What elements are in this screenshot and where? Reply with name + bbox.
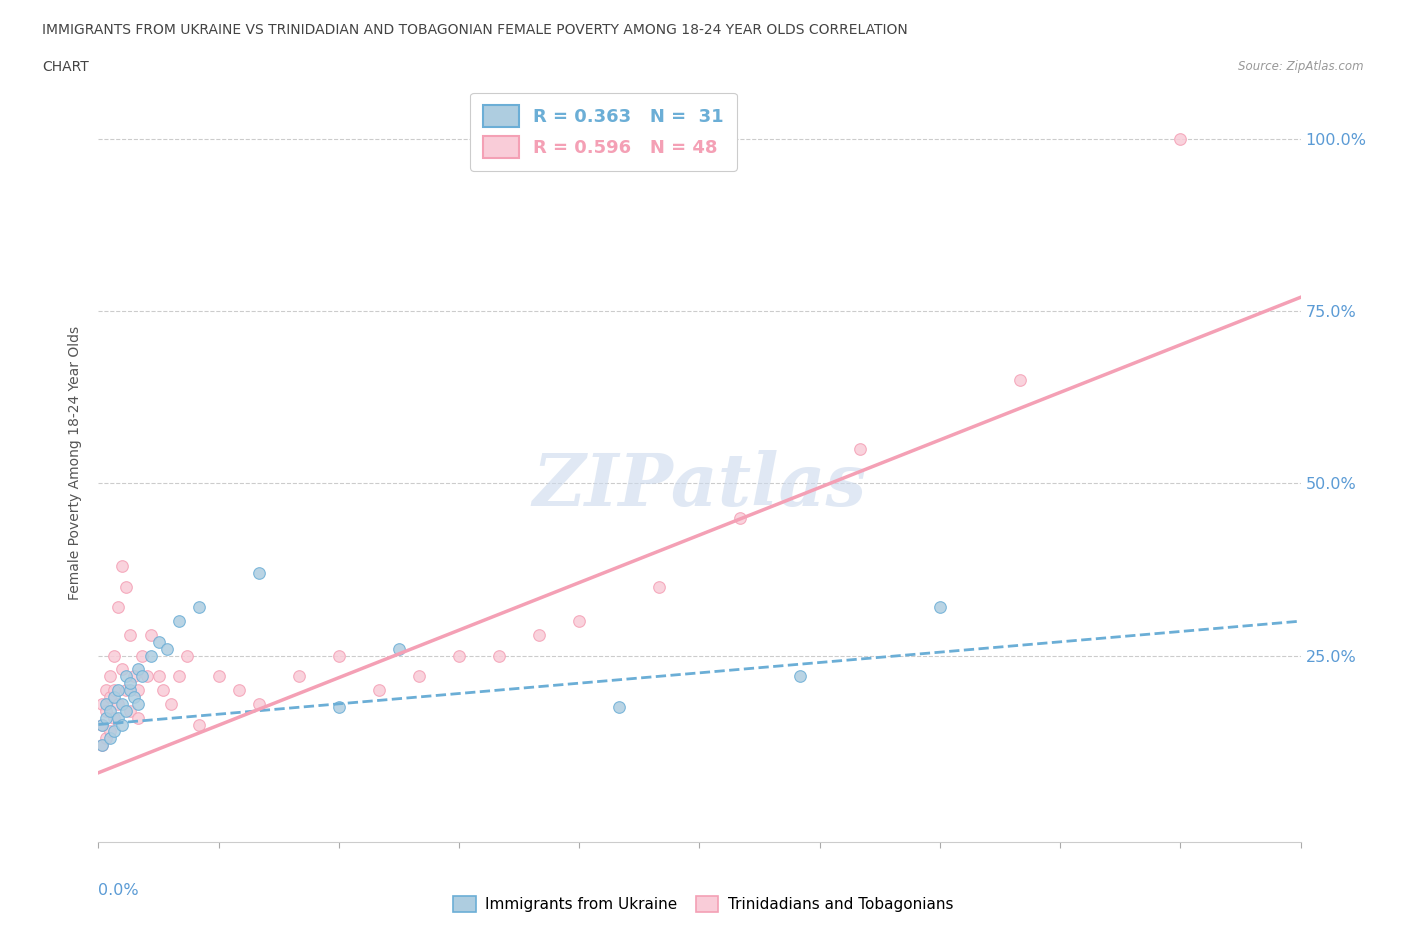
Point: [120, 703, 142, 718]
Point: [208, 669, 231, 684]
Point: [100, 669, 122, 684]
Point: [228, 683, 250, 698]
Point: [167, 669, 190, 684]
Point: [96, 697, 118, 711]
Point: [155, 642, 177, 657]
Point: [139, 648, 162, 663]
Point: [648, 579, 671, 594]
Point: [128, 683, 150, 698]
Point: [111, 697, 134, 711]
Point: [96, 683, 118, 698]
Point: [124, 689, 146, 704]
Point: [91, 717, 114, 732]
Point: [368, 683, 391, 698]
Point: [96, 703, 118, 718]
Point: [91, 717, 114, 732]
Point: [247, 565, 270, 580]
Point: [111, 662, 134, 677]
Point: [152, 683, 174, 698]
Point: [100, 689, 122, 704]
Point: [849, 442, 872, 457]
Point: [447, 648, 470, 663]
Point: [139, 628, 162, 643]
Point: [96, 711, 118, 725]
Point: [167, 614, 190, 629]
Point: [107, 683, 129, 698]
Point: [408, 669, 430, 684]
Point: [1010, 373, 1032, 388]
Legend: R = 0.363   N =  31, R = 0.596   N = 48: R = 0.363 N = 31, R = 0.596 N = 48: [470, 93, 737, 171]
Point: [91, 697, 114, 711]
Point: [247, 697, 270, 711]
Point: [128, 697, 150, 711]
Text: IMMIGRANTS FROM UKRAINE VS TRINIDADIAN AND TOBAGONIAN FEMALE POVERTY AMONG 18-24: IMMIGRANTS FROM UKRAINE VS TRINIDADIAN A…: [42, 23, 908, 37]
Text: 0.0%: 0.0%: [98, 884, 139, 898]
Point: [187, 600, 209, 615]
Text: Source: ZipAtlas.com: Source: ZipAtlas.com: [1239, 60, 1364, 73]
Point: [328, 648, 350, 663]
Point: [91, 737, 114, 752]
Point: [135, 669, 157, 684]
Point: [488, 648, 510, 663]
Point: [103, 724, 125, 738]
Point: [103, 711, 125, 725]
Point: [100, 724, 122, 738]
Point: [107, 711, 129, 725]
Point: [100, 731, 122, 746]
Point: [103, 648, 125, 663]
Point: [728, 511, 751, 525]
Point: [124, 669, 146, 684]
Point: [148, 669, 170, 684]
Y-axis label: Female Poverty Among 18-24 Year Olds: Female Poverty Among 18-24 Year Olds: [69, 326, 83, 600]
Point: [107, 600, 129, 615]
Point: [103, 689, 125, 704]
Point: [120, 676, 142, 691]
Point: [789, 669, 811, 684]
Point: [529, 628, 551, 643]
Point: [103, 683, 125, 698]
Legend: Immigrants from Ukraine, Trinidadians and Tobagonians: Immigrants from Ukraine, Trinidadians an…: [447, 889, 959, 919]
Point: [609, 700, 631, 715]
Point: [148, 634, 170, 649]
Point: [288, 669, 311, 684]
Point: [107, 697, 129, 711]
Point: [159, 697, 181, 711]
Point: [96, 731, 118, 746]
Point: [131, 648, 153, 663]
Point: [568, 614, 591, 629]
Point: [100, 703, 122, 718]
Point: [176, 648, 198, 663]
Text: CHART: CHART: [42, 60, 89, 74]
Point: [388, 642, 411, 657]
Point: [115, 579, 138, 594]
Point: [131, 669, 153, 684]
Point: [1170, 131, 1192, 146]
Point: [187, 717, 209, 732]
Point: [929, 600, 952, 615]
Point: [128, 711, 150, 725]
Point: [120, 628, 142, 643]
Point: [115, 683, 138, 698]
Point: [111, 559, 134, 574]
Point: [111, 717, 134, 732]
Point: [115, 703, 138, 718]
Point: [115, 669, 138, 684]
Point: [128, 662, 150, 677]
Point: [328, 700, 350, 715]
Text: ZIPatlas: ZIPatlas: [533, 450, 866, 521]
Point: [91, 737, 114, 752]
Point: [120, 683, 142, 698]
